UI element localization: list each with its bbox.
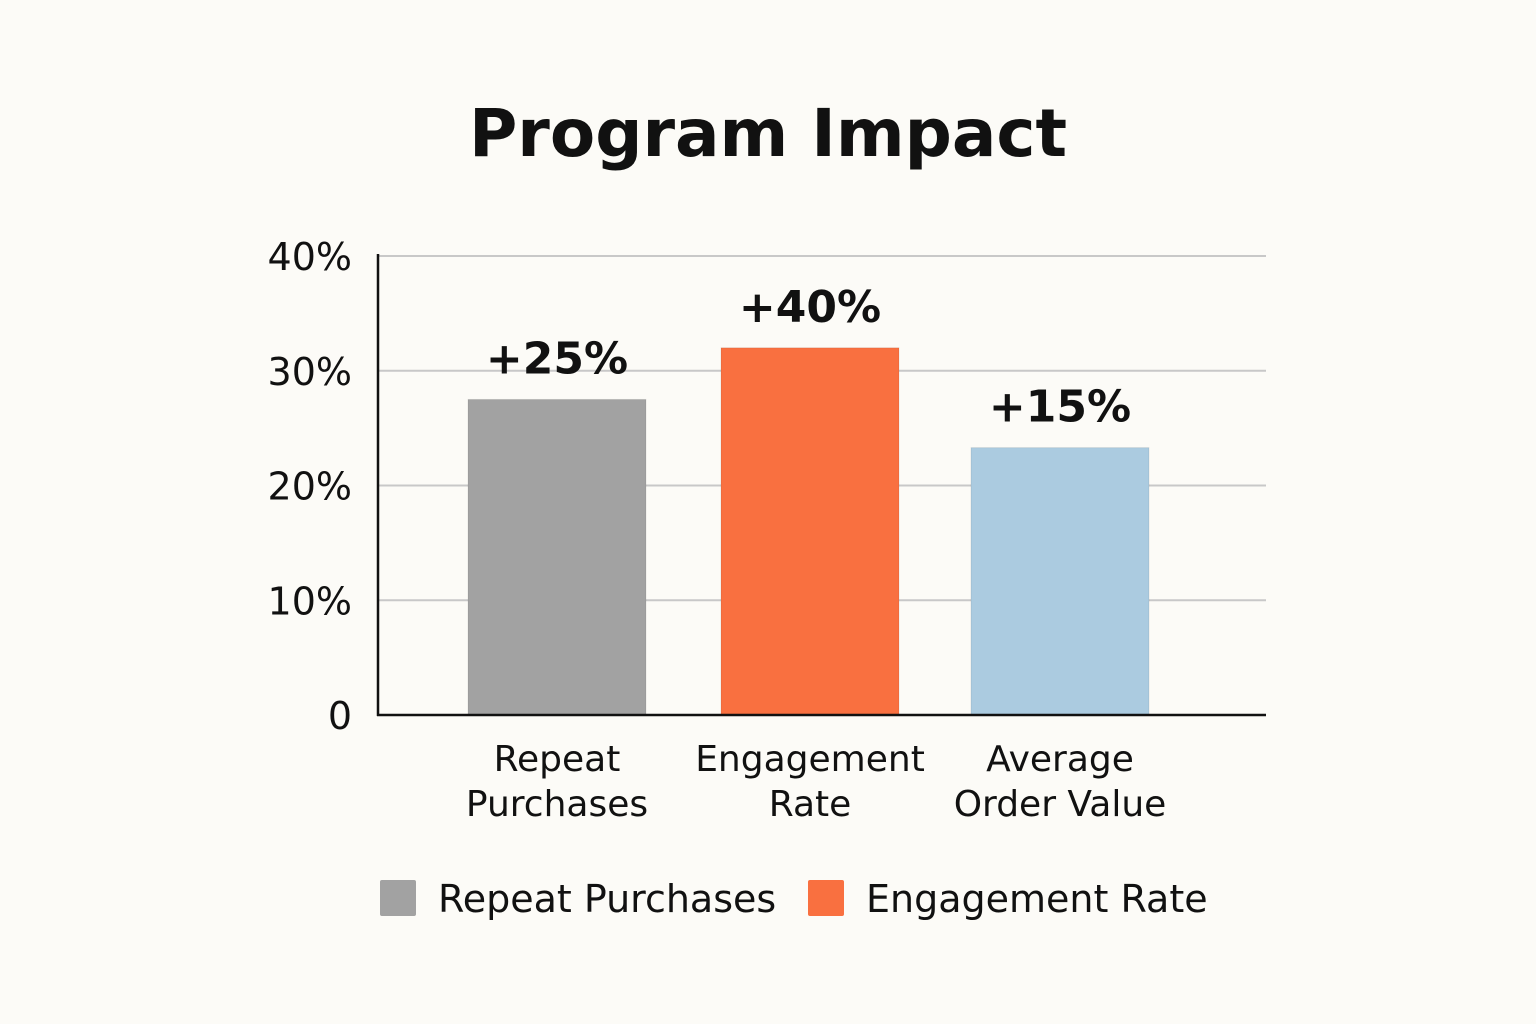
x-tick-label: Average bbox=[986, 739, 1134, 780]
y-tick-label: 10% bbox=[268, 579, 352, 623]
bar-value-label: +15% bbox=[989, 382, 1131, 433]
x-tick-label: Engagement bbox=[695, 739, 925, 780]
y-tick-label: 20% bbox=[268, 465, 352, 509]
legend-swatch bbox=[380, 880, 416, 916]
bar-value-label: +25% bbox=[486, 333, 628, 384]
axes bbox=[376, 254, 1266, 717]
bar bbox=[720, 347, 900, 716]
bar-value-label: +40% bbox=[739, 282, 881, 333]
x-tick-label: Order Value bbox=[954, 784, 1167, 825]
x-tick-label: Rate bbox=[769, 784, 852, 825]
x-tick-label: Purchases bbox=[466, 784, 648, 825]
chart-title: Program Impact bbox=[469, 95, 1067, 172]
x-tick-label: Repeat bbox=[494, 739, 621, 780]
y-axis-ticks: 0 10% 20% 30% 40% bbox=[268, 235, 352, 738]
legend-label: Engagement Rate bbox=[866, 877, 1208, 921]
y-tick-label: 0 bbox=[328, 694, 352, 738]
y-tick-label: 30% bbox=[268, 350, 352, 394]
legend: Repeat Purchases Engagement Rate bbox=[380, 877, 1208, 921]
bars bbox=[467, 347, 1150, 716]
legend-swatch bbox=[808, 880, 844, 916]
data-labels: +25% +40% +15% bbox=[486, 282, 1131, 433]
legend-label: Repeat Purchases bbox=[438, 877, 776, 921]
y-tick-label: 40% bbox=[268, 235, 352, 279]
bar bbox=[970, 447, 1150, 716]
bar bbox=[467, 398, 647, 716]
